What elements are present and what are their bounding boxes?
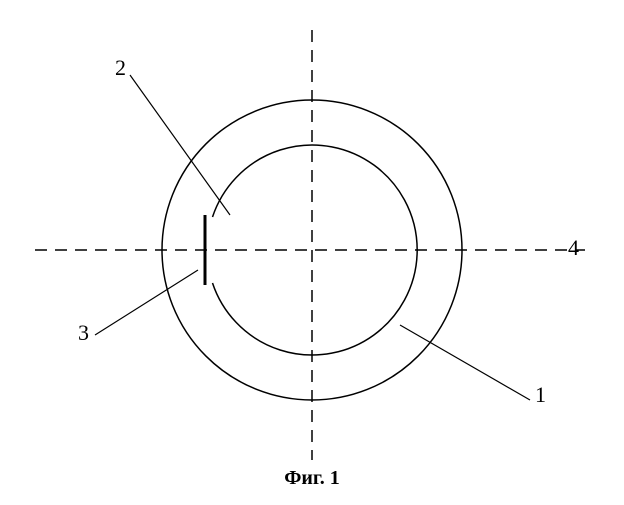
callout-label-4: 4 <box>568 235 579 261</box>
callout-label-2: 2 <box>115 55 126 81</box>
leader-1 <box>400 325 530 400</box>
diagram-svg <box>0 0 624 500</box>
figure-caption: Фиг. 1 <box>284 467 340 490</box>
callout-label-1: 1 <box>535 382 546 408</box>
diagram-container: 1 2 3 4 Фиг. 1 <box>0 0 624 500</box>
callout-label-3: 3 <box>78 320 89 346</box>
leader-2 <box>130 75 230 215</box>
